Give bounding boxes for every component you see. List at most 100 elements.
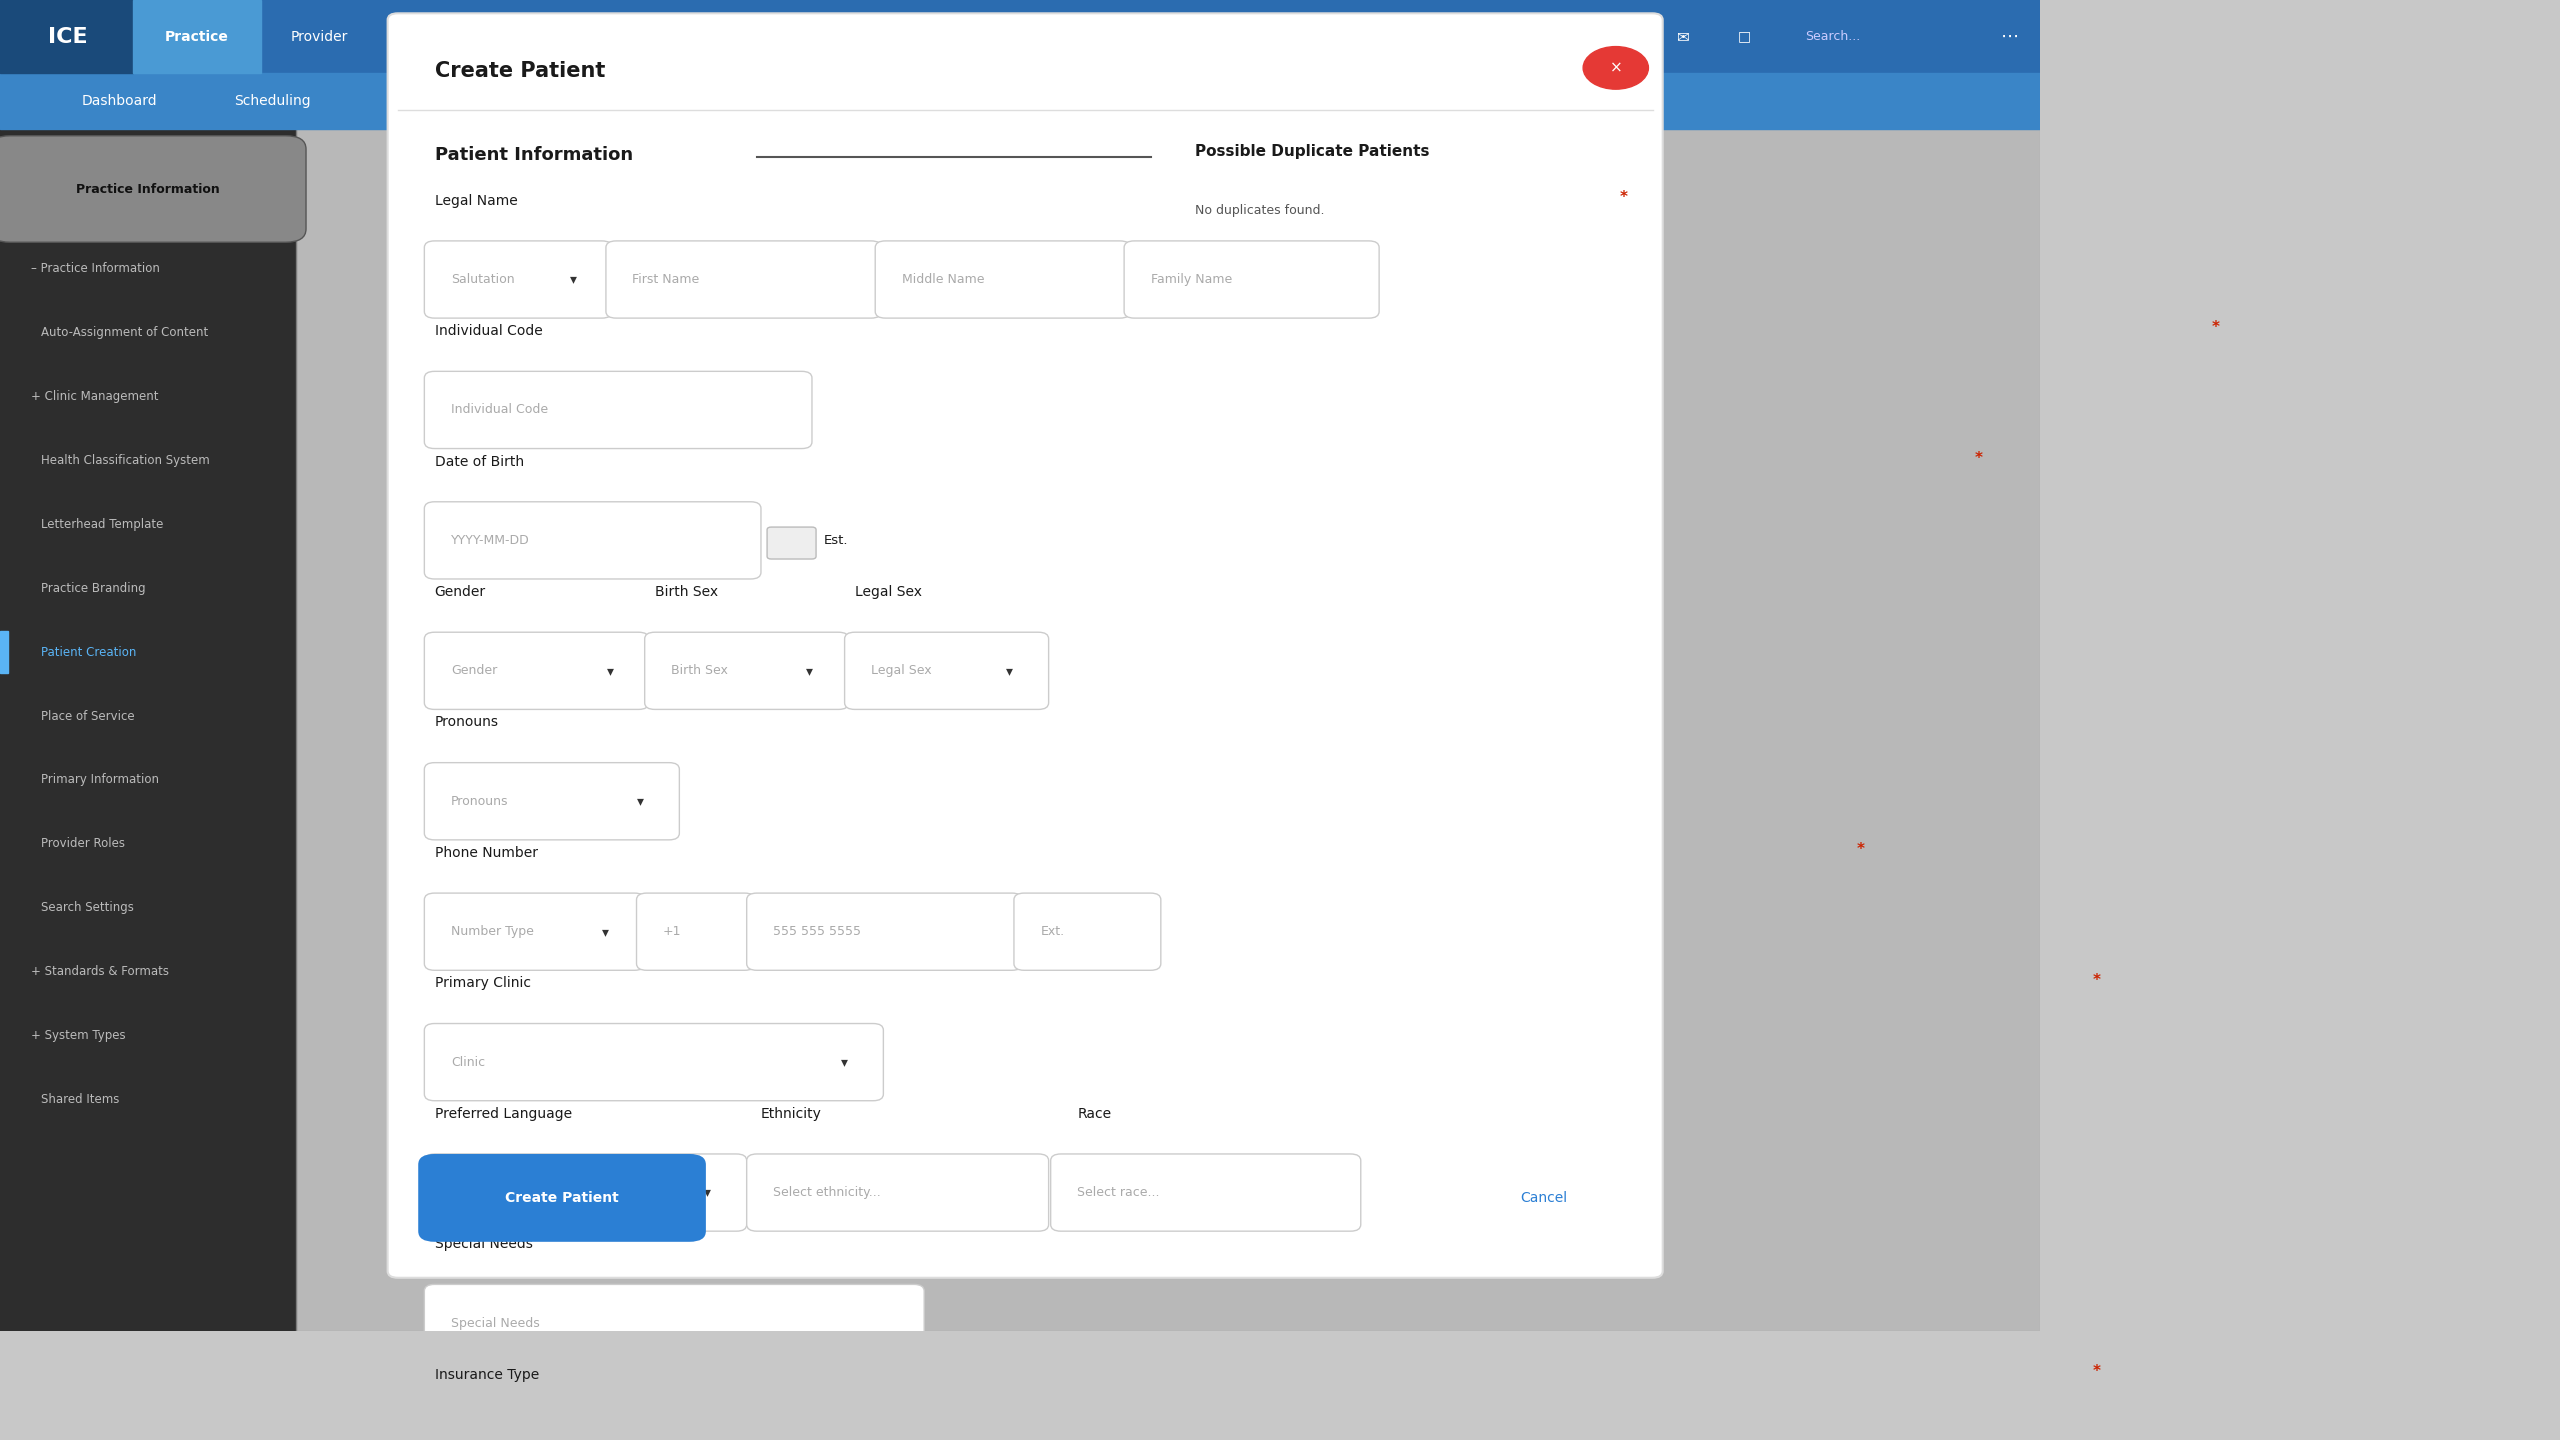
Text: Place of Service: Place of Service xyxy=(41,710,136,723)
FancyBboxPatch shape xyxy=(0,135,307,242)
Text: + Standards & Formats: + Standards & Formats xyxy=(31,965,169,978)
Text: Provider Roles: Provider Roles xyxy=(41,837,125,851)
Text: Patient: Patient xyxy=(410,30,458,43)
Text: Practice: Practice xyxy=(164,30,228,43)
FancyBboxPatch shape xyxy=(425,893,645,971)
Text: ?: ? xyxy=(1618,29,1626,45)
Text: Individual: Individual xyxy=(512,30,579,43)
Text: ▾: ▾ xyxy=(842,1056,847,1068)
Text: Practice Branding: Practice Branding xyxy=(41,582,146,595)
Text: Health Classification System: Health Classification System xyxy=(41,454,210,467)
FancyBboxPatch shape xyxy=(845,632,1050,710)
Text: Individual Code: Individual Code xyxy=(435,324,543,338)
Text: +1: +1 xyxy=(663,924,681,939)
FancyBboxPatch shape xyxy=(387,13,1661,1277)
Text: Letterhead Template: Letterhead Template xyxy=(41,518,164,531)
Text: Phone Number: Phone Number xyxy=(435,845,538,860)
Text: Date of Birth: Date of Birth xyxy=(435,455,525,468)
Bar xyxy=(0,0,2040,73)
Text: Birth Sex: Birth Sex xyxy=(671,664,727,677)
FancyBboxPatch shape xyxy=(425,1284,924,1362)
Circle shape xyxy=(1582,46,1649,89)
Text: Search...: Search... xyxy=(1805,30,1861,43)
Text: Select language...: Select language... xyxy=(451,1187,563,1200)
Text: *: * xyxy=(1856,842,1864,857)
Text: ×: × xyxy=(1610,60,1623,75)
Text: ▾: ▾ xyxy=(607,664,614,678)
FancyBboxPatch shape xyxy=(425,240,612,318)
Text: No duplicates found.: No duplicates found. xyxy=(1196,203,1324,216)
Text: Legal Sex: Legal Sex xyxy=(855,585,922,599)
FancyBboxPatch shape xyxy=(1014,893,1160,971)
Text: Preferred Language: Preferred Language xyxy=(435,1107,571,1120)
Text: Auto-Assignment of Content: Auto-Assignment of Content xyxy=(41,327,207,340)
FancyBboxPatch shape xyxy=(768,527,817,559)
Bar xyxy=(297,130,2040,1331)
Text: 555 555 5555: 555 555 5555 xyxy=(773,924,860,939)
Text: Family Name: Family Name xyxy=(1149,274,1231,287)
Text: ▾: ▾ xyxy=(571,272,576,287)
Text: *: * xyxy=(1974,451,1984,467)
Text: Patient Information: Patient Information xyxy=(435,147,632,164)
Text: ⋯: ⋯ xyxy=(1999,27,2017,46)
Text: Scheduling: Scheduling xyxy=(236,94,312,108)
Text: Est.: Est. xyxy=(824,534,850,547)
FancyBboxPatch shape xyxy=(1124,240,1380,318)
Text: Possible Duplicate Patients: Possible Duplicate Patients xyxy=(1196,144,1428,158)
Text: Gender: Gender xyxy=(451,664,497,677)
Text: *: * xyxy=(1620,190,1628,204)
FancyBboxPatch shape xyxy=(876,240,1129,318)
Text: + Clinic Management: + Clinic Management xyxy=(31,390,159,403)
Text: Insura...: Insura... xyxy=(387,94,443,108)
Text: Create Patient: Create Patient xyxy=(435,60,604,81)
Text: *: * xyxy=(2094,1364,2102,1380)
Bar xyxy=(0,0,133,73)
Text: Corin Campo ▾: Corin Campo ▾ xyxy=(1428,30,1518,43)
Text: ▾: ▾ xyxy=(806,664,814,678)
Text: *: * xyxy=(2212,321,2220,336)
Text: Special Needs: Special Needs xyxy=(435,1237,532,1251)
Text: Ext.: Ext. xyxy=(1039,924,1065,939)
Text: Create Patient: Create Patient xyxy=(504,1191,620,1205)
Text: Cancel: Cancel xyxy=(1521,1191,1567,1205)
FancyBboxPatch shape xyxy=(425,372,812,448)
FancyBboxPatch shape xyxy=(607,240,881,318)
FancyBboxPatch shape xyxy=(425,1416,748,1440)
Text: Shared Items: Shared Items xyxy=(41,1093,120,1106)
Text: Primary Clinic: Primary Clinic xyxy=(435,976,530,991)
Text: *: * xyxy=(2094,972,2102,988)
Text: Practice Information: Practice Information xyxy=(77,183,220,196)
FancyBboxPatch shape xyxy=(425,1024,883,1100)
Text: YYYY-MM-DD: YYYY-MM-DD xyxy=(451,534,530,547)
Text: Salutation: Salutation xyxy=(451,274,515,287)
FancyBboxPatch shape xyxy=(425,763,678,840)
Text: References: References xyxy=(819,30,896,43)
FancyBboxPatch shape xyxy=(748,893,1021,971)
Text: Primary Information: Primary Information xyxy=(41,773,159,786)
FancyBboxPatch shape xyxy=(425,501,760,579)
Text: Ethnicity: Ethnicity xyxy=(760,1107,822,1120)
Text: ✉: ✉ xyxy=(1677,29,1690,45)
Text: Insurance Type: Insurance Type xyxy=(435,1368,538,1381)
FancyBboxPatch shape xyxy=(645,632,850,710)
FancyBboxPatch shape xyxy=(425,632,648,710)
Bar xyxy=(0,130,297,1331)
Text: Pronouns: Pronouns xyxy=(435,716,499,730)
Text: ▾: ▾ xyxy=(637,795,645,808)
Text: Dashboard: Dashboard xyxy=(82,94,156,108)
Text: Number Type: Number Type xyxy=(451,924,532,939)
Bar xyxy=(0,73,2040,130)
Text: Patient Creation: Patient Creation xyxy=(41,645,136,658)
Text: ▾: ▾ xyxy=(1006,664,1014,678)
Text: Race: Race xyxy=(1078,1107,1111,1120)
Text: Pronouns: Pronouns xyxy=(451,795,509,808)
FancyBboxPatch shape xyxy=(425,1153,748,1231)
FancyBboxPatch shape xyxy=(417,1153,707,1241)
Text: Middle Name: Middle Name xyxy=(901,274,983,287)
FancyBboxPatch shape xyxy=(637,893,755,971)
Text: Legal Name: Legal Name xyxy=(435,193,517,207)
Bar xyxy=(133,0,261,73)
Text: Individual Code: Individual Code xyxy=(451,403,548,416)
Text: Search Settings: Search Settings xyxy=(41,901,133,914)
Text: Clinic: Clinic xyxy=(451,1056,484,1068)
